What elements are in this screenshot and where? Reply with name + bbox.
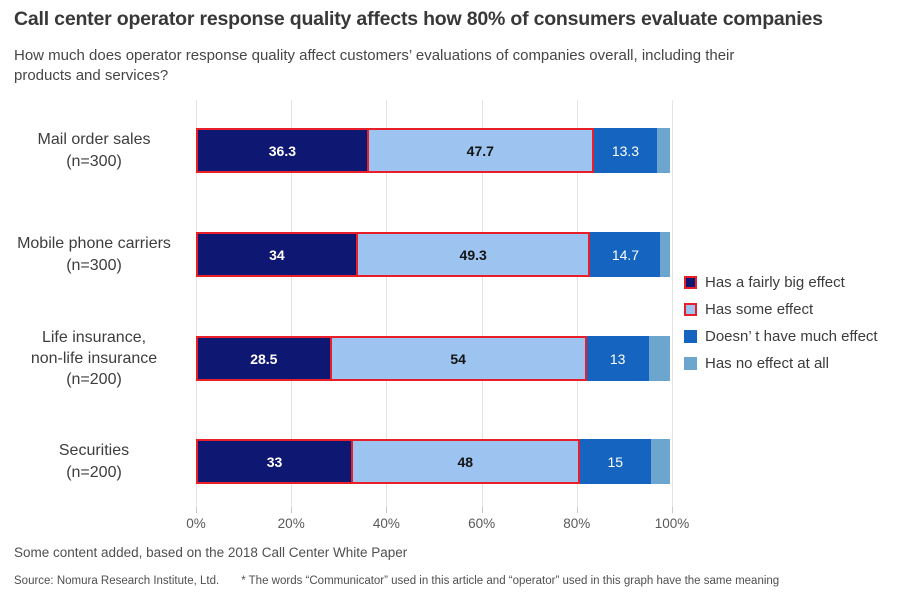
bar-row: 28.5 54 13 <box>196 336 670 381</box>
bar-value-label: 49.3 <box>459 246 487 263</box>
bar-value-label: 36.3 <box>268 142 297 159</box>
legend: Has a fairly big effect Has some effect Do… <box>684 274 878 372</box>
legend-label: Has no effect at all <box>705 355 829 372</box>
bar-value-label: 13.3 <box>611 142 640 159</box>
footnote: Some content added, based on the 2018 Ca… <box>14 545 408 560</box>
axis-tick <box>386 507 388 513</box>
bar-segment-1: 28.5 <box>196 336 332 381</box>
bar-segment-1: 33 <box>196 439 354 484</box>
bar-segment-2: 47.7 <box>366 128 594 173</box>
gridline <box>291 100 293 507</box>
asterisk-note: * The words “Communicator” used in this … <box>241 575 780 587</box>
bar-segment-2: 54 <box>329 336 587 381</box>
legend-swatch <box>684 357 697 370</box>
x-axis-label: 100% <box>654 516 690 531</box>
x-axis-label: 0% <box>186 516 206 531</box>
gridline <box>672 100 673 507</box>
bar-segment-1: 34 <box>196 232 358 277</box>
bar-value-label: 54 <box>450 350 466 367</box>
legend-item: Doesn’ t have much effect <box>684 328 878 345</box>
category-label-line: (n=300) <box>66 152 122 170</box>
bar-value-label: 48 <box>457 453 474 470</box>
category-label-line: Mail order sales <box>37 131 151 149</box>
source-row: Source: Nomura Research Institute, Ltd. … <box>14 575 779 587</box>
bar-segment-3: 14.7 <box>590 232 661 277</box>
category-label-line: Life insurance, <box>41 328 147 346</box>
bar-segment-3: 13 <box>586 336 649 381</box>
bar-segment-4 <box>648 336 670 381</box>
bar-segment-2: 49.3 <box>355 232 591 277</box>
legend-item: Has some effect <box>684 301 878 318</box>
legend-item: Has a fairly big effect <box>684 274 878 291</box>
axis-tick <box>672 507 673 513</box>
x-axis-label: 20% <box>277 516 305 531</box>
bar-segment-3: 15 <box>579 439 651 484</box>
category-label: Mobile phone carriers (n=300) <box>0 210 188 300</box>
legend-swatch <box>684 276 697 289</box>
plot-area: 0% 20% 40% 60% 80% 100% 36.3 47.7 13.3 34 49.3 14.7… <box>186 100 689 531</box>
bar-segment-3: 13.3 <box>593 128 658 173</box>
category-label-line: Securities <box>58 442 130 460</box>
legend-item: Has no effect at all <box>684 355 878 372</box>
chart-subtitle: How much does operator response quality … <box>14 47 735 85</box>
bar-segment-4 <box>650 439 670 484</box>
bar-row: 33 48 15 <box>196 439 670 484</box>
bar-value-label: 47.7 <box>466 142 494 159</box>
bar-segment-1: 36.3 <box>196 128 369 173</box>
category-label: Securities (n=200) <box>0 417 188 507</box>
x-axis-label: 40% <box>372 516 400 531</box>
chart-title: Call center operator response quality af… <box>14 8 823 30</box>
gridline <box>386 100 388 507</box>
source-text: Source: Nomura Research Institute, Ltd. <box>14 575 220 587</box>
bar-segment-2: 48 <box>351 439 580 484</box>
category-label-line: non-life insurance <box>30 349 158 367</box>
axis-tick <box>576 507 578 513</box>
category-label: Mail order sales (n=300) <box>0 106 188 196</box>
gridline <box>481 100 483 507</box>
x-axis-label: 60% <box>468 516 496 531</box>
category-label-line: (n=200) <box>66 371 122 389</box>
bar-value-label: 34 <box>269 246 285 263</box>
bar-segment-4 <box>657 128 670 173</box>
axis-tick <box>481 507 483 513</box>
bar-value-label: 13 <box>609 350 626 367</box>
category-label: Life insurance, non-life insurance (n=200) <box>0 314 188 404</box>
legend-swatch <box>684 330 697 343</box>
bar-row: 34 49.3 14.7 <box>196 232 670 277</box>
axis-tick <box>291 507 293 513</box>
bar-segment-4 <box>660 232 670 277</box>
axis-tick <box>196 507 197 513</box>
category-label-line: (n=300) <box>66 256 122 274</box>
legend-label: Has a fairly big effect <box>705 274 845 291</box>
legend-label: Has some effect <box>705 301 814 318</box>
gridline <box>196 100 197 507</box>
category-label-line: Mobile phone carriers <box>17 235 171 253</box>
bar-row: 36.3 47.7 13.3 <box>196 128 670 173</box>
gridline <box>576 100 578 507</box>
bar-value-label: 28.5 <box>250 350 278 367</box>
bar-value-label: 15 <box>607 453 624 470</box>
category-label-line: (n=200) <box>66 463 122 481</box>
legend-swatch <box>684 303 697 316</box>
x-axis-label: 80% <box>563 516 591 531</box>
bar-value-label: 14.7 <box>611 246 640 263</box>
legend-label: Doesn’ t have much effect <box>705 328 878 345</box>
bar-value-label: 33 <box>266 453 283 470</box>
